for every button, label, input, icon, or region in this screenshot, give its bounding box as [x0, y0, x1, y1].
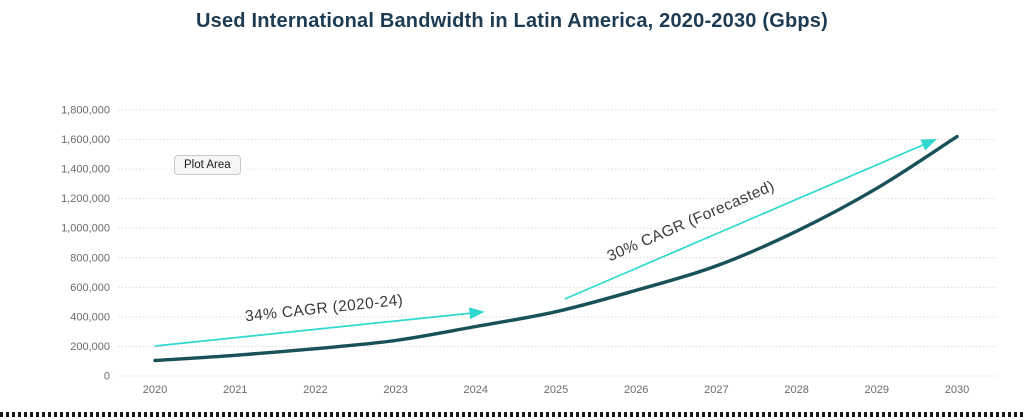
- cagr-arrow: [564, 138, 937, 300]
- y-axis-label: 800,000: [70, 252, 110, 264]
- x-axis-label: 2026: [624, 384, 648, 396]
- x-axis-label: 2023: [383, 384, 407, 396]
- x-axis-label: 2030: [945, 384, 969, 396]
- chart-title: Used International Bandwidth in Latin Am…: [196, 10, 828, 32]
- selection-marquee: [0, 412, 1024, 417]
- x-axis-label: 2029: [865, 384, 889, 396]
- y-axis-label: 600,000: [70, 282, 110, 294]
- x-axis-label: 2027: [704, 384, 728, 396]
- y-axis-label: 1,000,000: [61, 223, 110, 235]
- cagr-annotation: 34% CAGR (2020-24): [244, 292, 404, 326]
- y-axis-label: 1,400,000: [61, 164, 110, 176]
- y-axis-label: 0: [104, 371, 110, 383]
- x-axis-label: 2021: [223, 384, 247, 396]
- cagr-arrow: [154, 307, 485, 347]
- plot-area-tooltip: Plot Area: [174, 155, 241, 175]
- x-axis-label: 2025: [544, 384, 568, 396]
- x-axis-label: 2024: [464, 384, 488, 396]
- x-axis-label: 2020: [143, 384, 167, 396]
- x-axis-label: 2022: [303, 384, 327, 396]
- y-axis-label: 400,000: [70, 311, 110, 323]
- x-axis-label: 2028: [784, 384, 808, 396]
- y-axis-label: 200,000: [70, 341, 110, 353]
- y-axis-label: 1,800,000: [61, 105, 110, 117]
- bandwidth-line: [153, 134, 959, 363]
- y-axis-label: 1,600,000: [61, 134, 110, 146]
- y-axis-label: 1,200,000: [61, 193, 110, 205]
